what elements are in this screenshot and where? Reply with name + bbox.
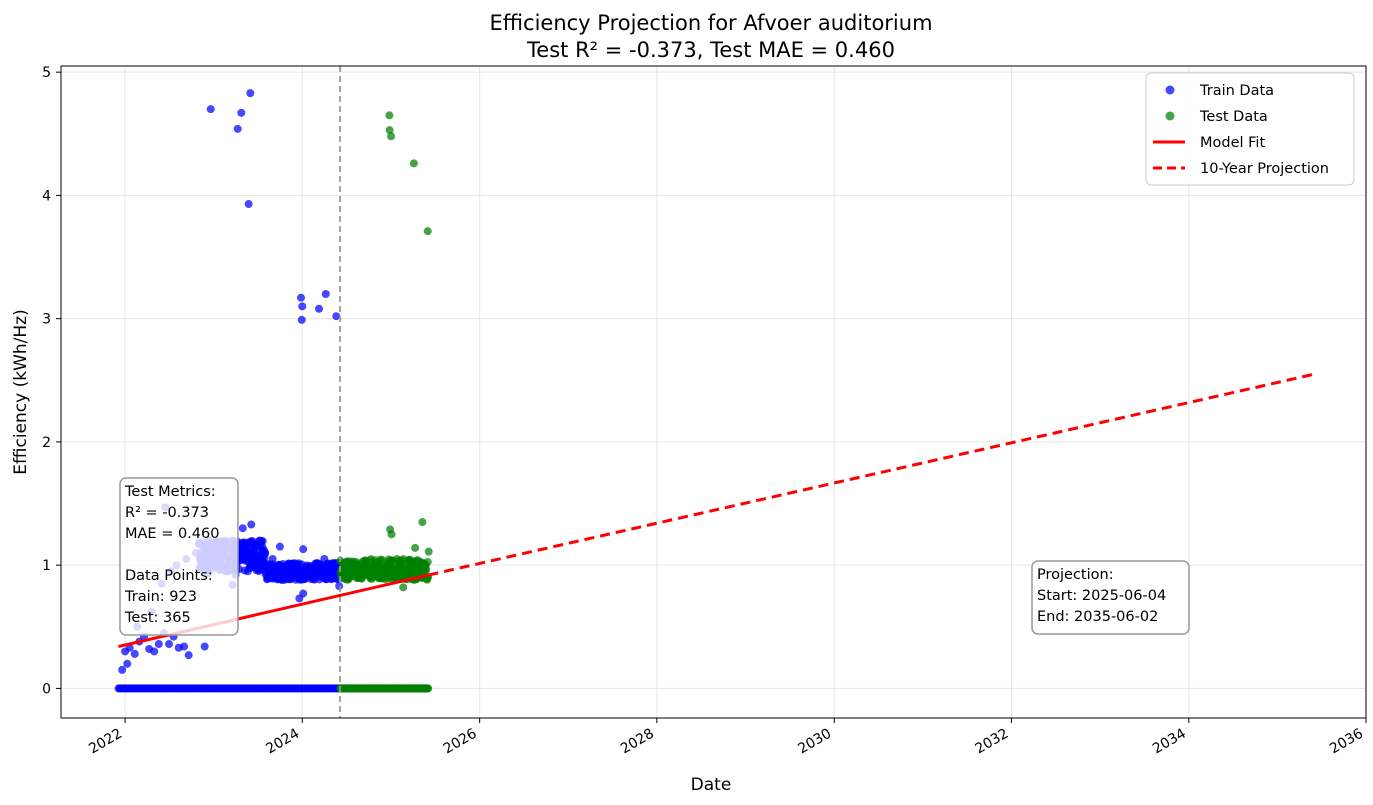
train-data-point — [255, 536, 264, 545]
train-data-point — [297, 293, 306, 302]
train-data-point — [332, 312, 341, 321]
metrics-box-line: Data Points: — [125, 568, 213, 584]
y-tick-label: 3 — [42, 312, 51, 328]
y-axis-label: Efficiency (kWh/Hz) — [11, 309, 31, 474]
train-data-point — [247, 520, 256, 529]
train-data-point — [154, 640, 163, 649]
train-data-point — [321, 290, 330, 299]
train-data-point — [290, 567, 299, 576]
x-axis-label: Date — [691, 775, 732, 795]
train-data-point — [180, 642, 189, 651]
train-data-point — [320, 555, 329, 564]
legend-label: 10-Year Projection — [1200, 161, 1329, 177]
train-data-point — [298, 302, 307, 311]
train-data-point — [299, 545, 308, 554]
legend-label: Test Data — [1199, 109, 1268, 125]
legend-box — [1145, 72, 1355, 186]
train-data-point — [246, 89, 255, 98]
train-data-point — [280, 573, 289, 582]
test-data-point — [399, 583, 408, 592]
x-tick-label: 2030 — [795, 726, 834, 758]
x-tick-label: 2032 — [973, 726, 1012, 758]
train-data-point — [184, 651, 193, 660]
train-data-point — [237, 108, 246, 117]
train-data-point — [268, 555, 277, 564]
x-tick-label: 2036 — [1327, 726, 1366, 758]
projection-box — [1031, 560, 1190, 635]
train-data-point — [238, 524, 247, 533]
train-data-point — [312, 561, 321, 570]
test-data-point — [424, 684, 433, 693]
train-data-point — [123, 659, 132, 668]
train-data-point — [244, 200, 253, 209]
y-tick-label: 1 — [42, 558, 51, 574]
train-data-point — [265, 564, 274, 573]
metrics-annotation: Test Metrics: R² = -0.373 MAE = 0.460 Data … — [119, 477, 239, 636]
projection-box-line: Projection: — [1037, 567, 1114, 583]
test-data-point — [360, 567, 369, 576]
test-data-point — [374, 561, 383, 570]
train-data-point — [150, 647, 159, 656]
train-data-point — [240, 548, 249, 557]
test-data-point — [385, 111, 394, 120]
metrics-box-line: Train: 923 — [124, 589, 197, 605]
train-data-point — [275, 542, 284, 551]
test-data-point — [411, 543, 420, 552]
metrics-box-line: Test: 365 — [124, 610, 191, 626]
train-data-point — [283, 561, 292, 570]
test-data-point — [423, 557, 432, 566]
x-tick-label: 2034 — [1150, 726, 1189, 758]
train-data-point — [165, 640, 174, 649]
test-data-point — [422, 565, 431, 574]
projection-box-line: Start: 2025-06-04 — [1037, 588, 1166, 604]
y-tick-label: 4 — [42, 188, 51, 204]
legend-label: Train Data — [1199, 83, 1274, 99]
x-tick-label: 2028 — [618, 726, 657, 758]
legend-marker — [1165, 111, 1175, 121]
metrics-box-line: R² = -0.373 — [125, 505, 209, 521]
test-data-point — [347, 563, 356, 572]
chart-title: Efficiency Projection for Afvoer auditor… — [489, 11, 932, 35]
plot-frame — [60, 65, 1367, 719]
x-tick-label: 2022 — [86, 726, 125, 758]
train-data-point — [130, 649, 139, 658]
train-data-point — [297, 315, 306, 324]
x-tick-label: 2026 — [441, 726, 480, 758]
metrics-box-line: Test Metrics: — [124, 484, 216, 500]
train-data-point — [261, 548, 270, 557]
train-data-point — [206, 105, 215, 114]
train-data-point — [327, 567, 336, 576]
test-data-point — [387, 530, 396, 539]
test-data-point — [418, 518, 427, 527]
train-data-point — [299, 589, 308, 598]
test-data-point — [402, 564, 411, 573]
legend: Train Data Test Data Model Fit 10-Year Proj… — [1145, 72, 1355, 186]
train-data-point — [200, 642, 209, 651]
projection-annotation: Projection: Start: 2025-06-04 End: 2035-06… — [1031, 560, 1190, 635]
test-data-point — [387, 132, 396, 141]
train-data-point — [305, 567, 314, 576]
x-tick-label: 2024 — [263, 726, 302, 758]
chart-subtitle: Test R² = -0.373, Test MAE = 0.460 — [526, 38, 895, 62]
y-tick-label: 5 — [42, 65, 51, 81]
train-data-point — [233, 124, 242, 133]
train-data-point — [118, 665, 127, 674]
projection-box-line: End: 2035-06-02 — [1037, 609, 1158, 625]
metrics-box-line: MAE = 0.460 — [125, 526, 219, 542]
test-data-point — [409, 159, 418, 168]
y-tick-label: 2 — [42, 435, 51, 451]
legend-marker — [1165, 85, 1175, 95]
metrics-box — [119, 477, 239, 636]
test-data-point — [424, 547, 433, 556]
projection-line — [428, 372, 1315, 577]
train-data-point — [250, 542, 259, 551]
legend-label: Model Fit — [1200, 135, 1265, 151]
test-data-point — [385, 126, 394, 135]
y-tick-label: 0 — [42, 681, 51, 697]
test-data-point — [423, 227, 432, 236]
train-data-point — [314, 304, 323, 313]
